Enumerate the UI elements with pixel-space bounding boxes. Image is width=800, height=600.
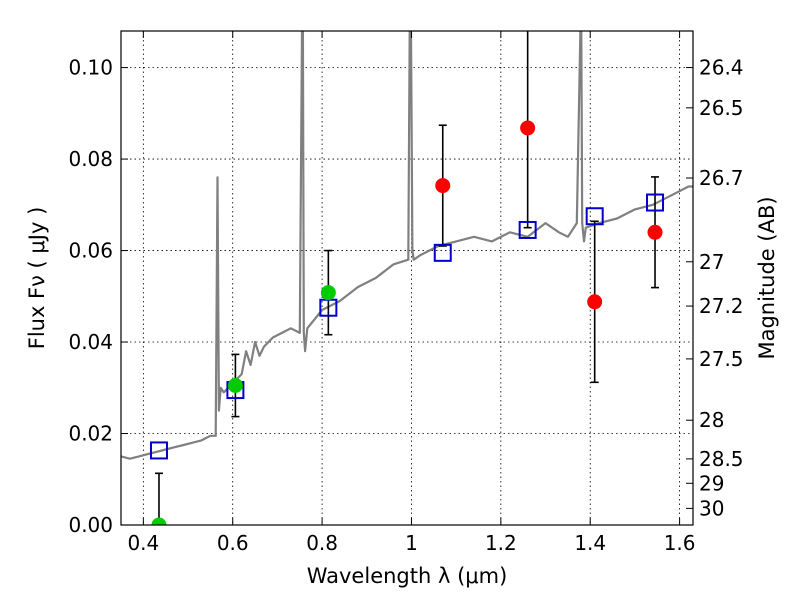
mag-tick-label: 27.2 — [699, 294, 744, 318]
plot-frame — [120, 30, 694, 526]
model-photometry-point — [149, 441, 168, 460]
x-tick-label: 1 — [405, 531, 418, 555]
x-axis-label: Wavelength λ (μm) — [307, 564, 508, 588]
mag-tick-label: 28 — [699, 408, 724, 432]
mag-tick-label: 29 — [699, 471, 724, 495]
y-tick-label: 0.06 — [68, 239, 113, 263]
mag-tick-label: 27 — [699, 250, 724, 274]
mag-tick-label: 26.4 — [699, 56, 744, 80]
mag-tick-label: 26.7 — [699, 166, 744, 190]
y-axis-right-label: Magnitude (AB) — [755, 196, 779, 359]
y-tick-label: 0.04 — [68, 330, 113, 354]
axes: 0.4 0.6 0.8 1 1.2 1.4 1.6 0.00 0.02 0.04 0.06 0.08 0… — [68, 31, 744, 555]
model-photometry-point — [433, 243, 452, 262]
observed-point — [227, 377, 243, 393]
x-tick-label: 1.6 — [664, 531, 696, 555]
x-tick-label: 0.6 — [217, 531, 249, 555]
y-tick-label: 0.00 — [68, 513, 113, 537]
model-photometry-point — [585, 207, 604, 226]
x-tick-label: 0.4 — [127, 531, 159, 555]
observed-point — [151, 517, 167, 525]
mag-tick-label: 30 — [699, 496, 724, 520]
plot-background — [121, 31, 693, 525]
x-tick-label: 0.8 — [306, 531, 338, 555]
mag-tick-label: 28.5 — [699, 447, 744, 471]
model-photometry-point — [518, 220, 537, 239]
observed-point — [647, 224, 663, 240]
mag-tick-label: 27.5 — [699, 347, 744, 371]
x-tick-label: 1.4 — [574, 531, 606, 555]
y-tick-label: 0.02 — [68, 422, 113, 446]
x-tick-label: 1.2 — [485, 531, 517, 555]
y-axis-label: Flux Fν ( μJy ) — [25, 207, 49, 350]
mag-tick-label: 26.5 — [699, 96, 744, 120]
y-tick-label: 0.10 — [68, 56, 113, 80]
y-tick-label: 0.08 — [68, 147, 113, 171]
observed-point — [520, 120, 536, 136]
observed-point — [320, 285, 336, 301]
model-photometry-point — [646, 193, 665, 212]
sed-model-line — [121, 31, 693, 460]
observed-point — [587, 294, 603, 310]
observed-point — [435, 178, 451, 194]
